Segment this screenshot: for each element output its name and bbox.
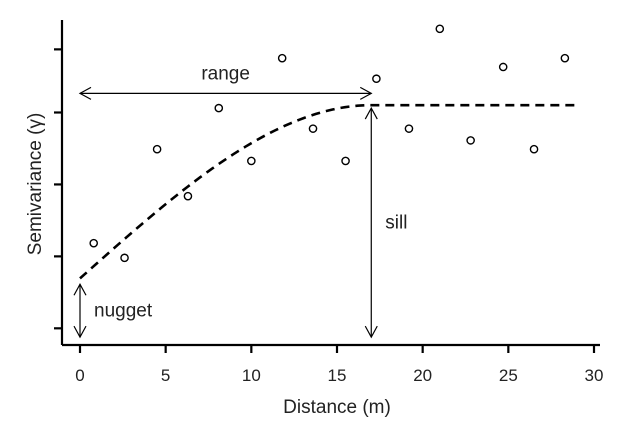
x-tick-label: 10 <box>242 366 261 385</box>
data-point <box>120 253 129 263</box>
data-point <box>466 136 475 145</box>
data-point <box>183 191 193 201</box>
annotation-range: range <box>78 63 373 100</box>
x-tick-label: 30 <box>585 366 604 385</box>
x-tick-label: 15 <box>328 366 347 385</box>
data-point <box>498 62 508 72</box>
x-ticks: 0 5 10 15 20 25 30 <box>75 345 603 385</box>
data-point <box>435 24 445 34</box>
data-point <box>214 103 224 113</box>
data-point <box>341 156 350 166</box>
y-axis-label: Semivariance (γ) <box>25 113 46 256</box>
y-ticks <box>54 48 62 330</box>
x-tick-label: 20 <box>413 366 432 385</box>
arrow-head <box>73 283 87 296</box>
axes: 0 5 10 15 20 25 30 <box>54 20 603 385</box>
annotation-label-sill: sill <box>385 213 407 234</box>
data-point <box>404 124 414 133</box>
annotation-sill: sill <box>364 106 407 339</box>
annotation-label-nugget: nugget <box>94 301 153 322</box>
x-axis-label: Distance (m) <box>283 397 391 418</box>
data-point <box>277 53 287 63</box>
data-point <box>247 156 256 166</box>
data-point <box>89 238 99 248</box>
annotation-label-range: range <box>201 63 250 84</box>
arrow-head <box>364 325 378 339</box>
variogram-model-curve <box>79 103 577 280</box>
arrow-head <box>73 325 87 339</box>
arrow-head <box>364 106 378 120</box>
arrow-head <box>78 86 92 100</box>
x-tick-label: 5 <box>161 366 170 385</box>
data-point <box>152 144 162 154</box>
annotation-nugget: nugget <box>73 283 153 339</box>
x-tick-label: 0 <box>75 366 84 385</box>
data-point <box>308 124 318 133</box>
data-point <box>372 74 381 84</box>
arrow-head <box>359 86 373 100</box>
annotations: range sill nugget <box>73 63 407 339</box>
data-point <box>560 53 570 63</box>
data-points <box>89 24 570 263</box>
x-tick-label: 25 <box>499 366 518 385</box>
data-point <box>529 144 539 154</box>
